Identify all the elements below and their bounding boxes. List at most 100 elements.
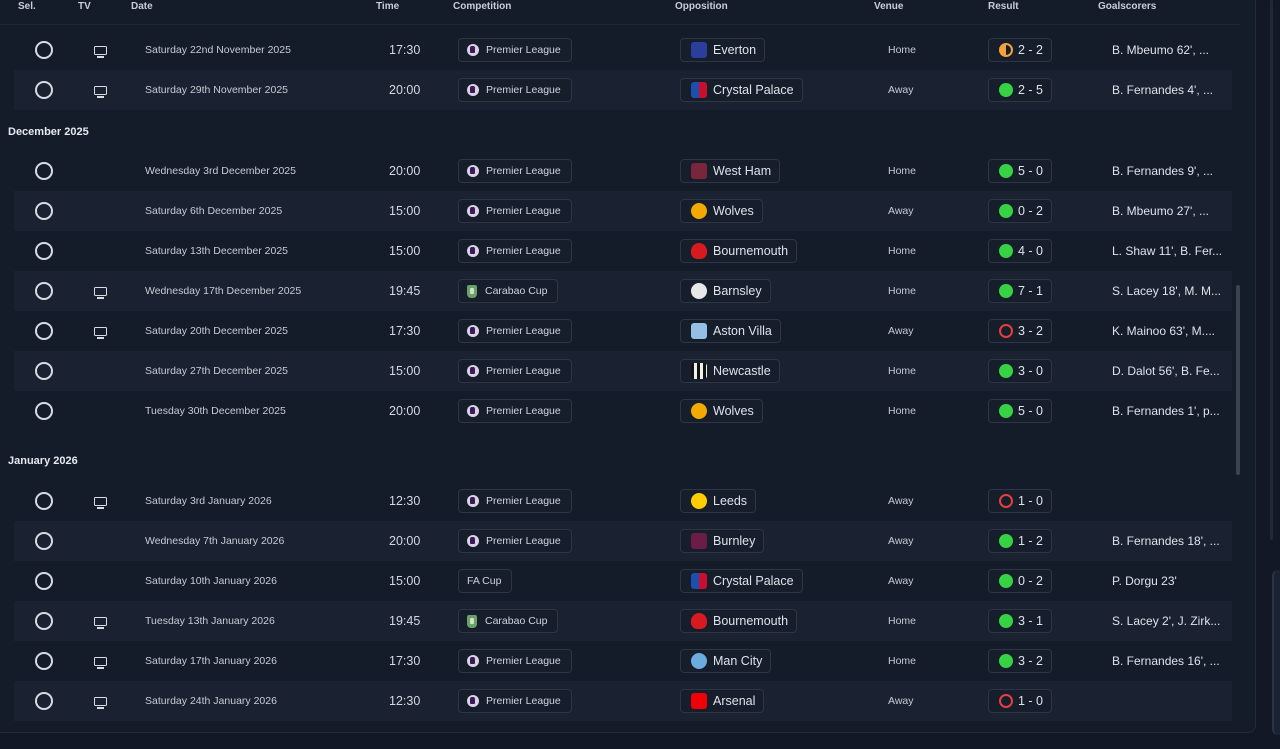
header-date[interactable]: Date — [131, 1, 153, 12]
header-result[interactable]: Result — [988, 1, 1019, 12]
opposition-pill[interactable]: Newcastle — [680, 359, 780, 383]
premier-league-icon — [467, 535, 479, 547]
competition-pill[interactable]: FA Cup — [458, 569, 513, 593]
select-radio[interactable] — [35, 532, 53, 550]
result-pill[interactable]: 3 - 0 — [988, 359, 1053, 383]
fixture-row[interactable]: Saturday 17th January 2026 17:30 Premier L… — [14, 641, 1232, 681]
competition-pill[interactable]: Premier League — [458, 649, 572, 673]
competition-pill[interactable]: Premier League — [458, 529, 572, 553]
select-radio[interactable] — [35, 322, 53, 340]
select-radio[interactable] — [35, 362, 53, 380]
fixture-row[interactable]: Saturday 29th November 2025 20:00 Premier … — [14, 70, 1232, 110]
result-pill[interactable]: 1 - 0 — [988, 689, 1053, 713]
header-sel[interactable]: Sel. — [18, 1, 36, 12]
opposition-pill[interactable]: Wolves — [680, 399, 763, 423]
select-radio[interactable] — [35, 242, 53, 260]
opposition-pill[interactable]: Barnsley — [680, 279, 771, 303]
result-pill[interactable]: 7 - 1 — [988, 279, 1053, 303]
competition-pill[interactable]: Premier League — [458, 689, 572, 713]
competition-pill[interactable]: Premier League — [458, 359, 572, 383]
result-pill[interactable]: 3 - 2 — [988, 319, 1053, 343]
fixture-row[interactable]: Saturday 27th December 2025 15:00 Premier … — [14, 351, 1232, 391]
result-loss-icon — [999, 494, 1013, 508]
opposition-pill[interactable]: Wolves — [680, 199, 763, 223]
opposition-pill[interactable]: West Ham — [680, 159, 781, 183]
opposition-pill[interactable]: Aston Villa — [680, 319, 781, 343]
result-draw-icon — [999, 43, 1013, 57]
opposition-pill[interactable]: Bournemouth — [680, 239, 798, 263]
competition-pill[interactable]: Carabao Cup — [458, 279, 559, 303]
fixture-row[interactable]: Saturday 3rd January 2026 12:30 Premier Le… — [14, 481, 1232, 521]
opposition-pill[interactable]: Man City — [680, 649, 772, 673]
competition-pill[interactable]: Premier League — [458, 199, 572, 223]
header-tv[interactable]: TV — [78, 1, 91, 12]
result-pill[interactable]: 1 - 0 — [988, 489, 1053, 513]
header-goalscorers[interactable]: Goalscorers — [1098, 1, 1157, 12]
select-radio[interactable] — [35, 692, 53, 710]
result-pill[interactable]: 2 - 5 — [988, 78, 1053, 102]
header-opposition[interactable]: Opposition — [675, 1, 728, 12]
select-radio[interactable] — [35, 162, 53, 180]
fixture-row[interactable]: Saturday 24th January 2026 12:30 Premier L… — [14, 681, 1232, 721]
result-pill[interactable]: 0 - 2 — [988, 569, 1053, 593]
select-radio[interactable] — [35, 41, 53, 59]
fixture-row[interactable]: Wednesday 3rd December 2025 20:00 Premier … — [14, 151, 1232, 191]
competition-name: Premier League — [486, 44, 561, 56]
competition-pill[interactable]: Premier League — [458, 78, 572, 102]
result-pill[interactable]: 5 - 0 — [988, 159, 1053, 183]
fixture-date: Wednesday 3rd December 2025 — [145, 165, 296, 177]
fixture-row[interactable]: Saturday 10th January 2026 15:00 FA Cup Cry… — [14, 561, 1232, 601]
result-pill[interactable]: 4 - 0 — [988, 239, 1053, 263]
competition-pill[interactable]: Premier League — [458, 38, 572, 62]
bournemouth-badge-icon — [691, 243, 707, 259]
header-venue[interactable]: Venue — [874, 1, 904, 12]
competition-pill[interactable]: Premier League — [458, 489, 572, 513]
select-radio[interactable] — [35, 282, 53, 300]
opposition-pill[interactable]: Everton — [680, 38, 766, 62]
fixture-row[interactable]: Saturday 20th December 2025 17:30 Premier … — [14, 311, 1232, 351]
opposition-pill[interactable]: Arsenal — [680, 689, 765, 713]
competition-pill[interactable]: Premier League — [458, 399, 572, 423]
result-pill[interactable]: 3 - 2 — [988, 649, 1053, 673]
venue: Home — [888, 615, 917, 627]
fixture-row[interactable]: Wednesday 17th December 2025 19:45 Carabao… — [14, 271, 1232, 311]
result-pill[interactable]: 5 - 0 — [988, 399, 1053, 423]
header-time[interactable]: Time — [376, 1, 400, 12]
fixture-date: Tuesday 13th January 2026 — [145, 615, 275, 627]
select-radio[interactable] — [35, 202, 53, 220]
vertical-scrollbar[interactable] — [1236, 285, 1240, 475]
result-pill[interactable]: 3 - 1 — [988, 609, 1053, 633]
select-radio[interactable] — [35, 492, 53, 510]
burnley-badge-icon — [691, 533, 707, 549]
select-radio[interactable] — [35, 612, 53, 630]
competition-name: Premier League — [486, 205, 561, 217]
select-radio[interactable] — [35, 652, 53, 670]
competition-pill[interactable]: Carabao Cup — [458, 609, 559, 633]
select-radio[interactable] — [35, 402, 53, 420]
select-radio[interactable] — [35, 81, 53, 99]
result-pill[interactable]: 2 - 2 — [988, 38, 1053, 62]
opposition-pill[interactable]: Bournemouth — [680, 609, 798, 633]
newcastle-badge-icon — [691, 363, 707, 379]
opposition-pill[interactable]: Crystal Palace — [680, 78, 803, 102]
select-radio[interactable] — [35, 572, 53, 590]
result-pill[interactable]: 1 - 2 — [988, 529, 1053, 553]
competition-pill[interactable]: Premier League — [458, 319, 572, 343]
fixture-date: Saturday 24th January 2026 — [145, 695, 277, 707]
header-competition[interactable]: Competition — [453, 1, 512, 12]
side-panel-edge — [1272, 570, 1280, 735]
venue: Home — [888, 655, 917, 667]
competition-pill[interactable]: Premier League — [458, 239, 572, 263]
opposition-pill[interactable]: Leeds — [680, 489, 757, 513]
fixture-row[interactable]: Tuesday 30th December 2025 20:00 Premier L… — [14, 391, 1232, 431]
opposition-name: West Ham — [713, 164, 772, 178]
fixture-row[interactable]: Tuesday 13th January 2026 19:45 Carabao Cu… — [14, 601, 1232, 641]
fixture-row[interactable]: Wednesday 7th January 2026 20:00 Premier L… — [14, 521, 1232, 561]
fixture-row[interactable]: Saturday 6th December 2025 15:00 Premier L… — [14, 191, 1232, 231]
fixture-row[interactable]: Saturday 22nd November 2025 17:30 Premier … — [14, 30, 1232, 70]
opposition-pill[interactable]: Crystal Palace — [680, 569, 803, 593]
result-pill[interactable]: 0 - 2 — [988, 199, 1053, 223]
opposition-pill[interactable]: Burnley — [680, 529, 765, 553]
fixture-row[interactable]: Saturday 13th December 2025 15:00 Premier … — [14, 231, 1232, 271]
competition-pill[interactable]: Premier League — [458, 159, 572, 183]
